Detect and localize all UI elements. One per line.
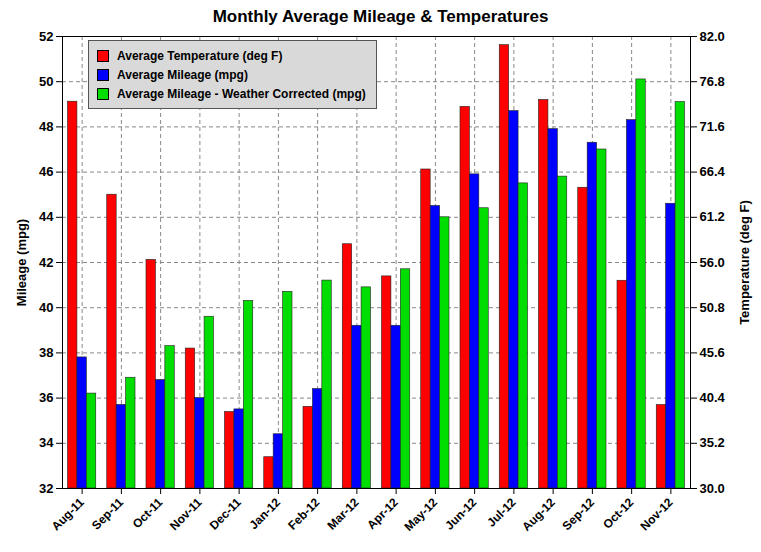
svg-text:Jun-12: Jun-12 [442,495,479,532]
svg-text:Oct-11: Oct-11 [130,495,166,531]
svg-text:35.2: 35.2 [700,435,725,450]
html-text:Average Mileage - Weather Corr: Average Mileage - Weather Corrected (mpg… [117,86,366,101]
svg-text:Aug-11: Aug-11 [49,495,87,533]
svg-text:Mileage (mpg): Mileage (mpg) [14,219,29,306]
svg-text:Nov-11: Nov-11 [167,495,205,533]
svg-text:Aug-12: Aug-12 [519,495,558,534]
svg-text:Sep-12: Sep-12 [559,495,597,533]
svg-text:42: 42 [39,255,53,270]
svg-text:40: 40 [39,300,53,315]
svg-text:32: 32 [39,481,53,496]
svg-text:Jul-12: Jul-12 [484,495,519,530]
svg-text:56.0: 56.0 [700,255,725,270]
svg-text:38: 38 [39,345,53,360]
svg-text:36: 36 [39,390,53,405]
svg-text:May-12: May-12 [402,495,441,534]
svg-text:44: 44 [39,209,54,224]
svg-text:71.6: 71.6 [700,119,725,134]
svg-text:52: 52 [39,29,53,44]
svg-text:40.4: 40.4 [700,390,726,405]
svg-text:82.0: 82.0 [700,29,725,44]
svg-text:Apr-12: Apr-12 [364,495,401,532]
html-text:Monthly Average Mileage & Temp: Monthly Average Mileage & Temperatures [212,7,549,26]
svg-text:66.4: 66.4 [700,164,726,179]
svg-text:46: 46 [39,164,53,179]
svg-text:Mar-12: Mar-12 [324,495,361,532]
svg-text:50.8: 50.8 [700,300,725,315]
svg-text:34: 34 [39,435,54,450]
svg-text:Temperature (deg F): Temperature (deg F) [737,200,752,325]
svg-text:61.2: 61.2 [700,209,725,224]
svg-text:30.0: 30.0 [700,481,725,496]
html-text:Average Mileage (mpg): Average Mileage (mpg) [117,67,248,82]
svg-text:Feb-12: Feb-12 [285,495,322,532]
svg-text:76.8: 76.8 [700,74,725,89]
svg-text:Dec-11: Dec-11 [207,495,244,532]
svg-text:48: 48 [39,119,53,134]
svg-text:Nov-12: Nov-12 [638,495,676,533]
svg-text:45.6: 45.6 [700,345,725,360]
svg-text:Oct-12: Oct-12 [600,495,637,532]
html-text:Average Temperature (deg F): Average Temperature (deg F) [117,48,283,63]
svg-text:Jan-12: Jan-12 [246,495,283,532]
svg-text:Sep-11: Sep-11 [89,495,126,532]
svg-text:50: 50 [39,74,53,89]
